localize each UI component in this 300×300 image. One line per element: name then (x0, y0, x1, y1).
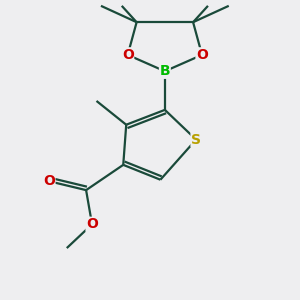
Text: O: O (122, 48, 134, 62)
Text: O: O (86, 217, 98, 231)
Text: B: B (160, 64, 170, 78)
Text: S: S (191, 133, 201, 147)
Text: O: O (196, 48, 208, 62)
Text: O: O (43, 174, 55, 188)
